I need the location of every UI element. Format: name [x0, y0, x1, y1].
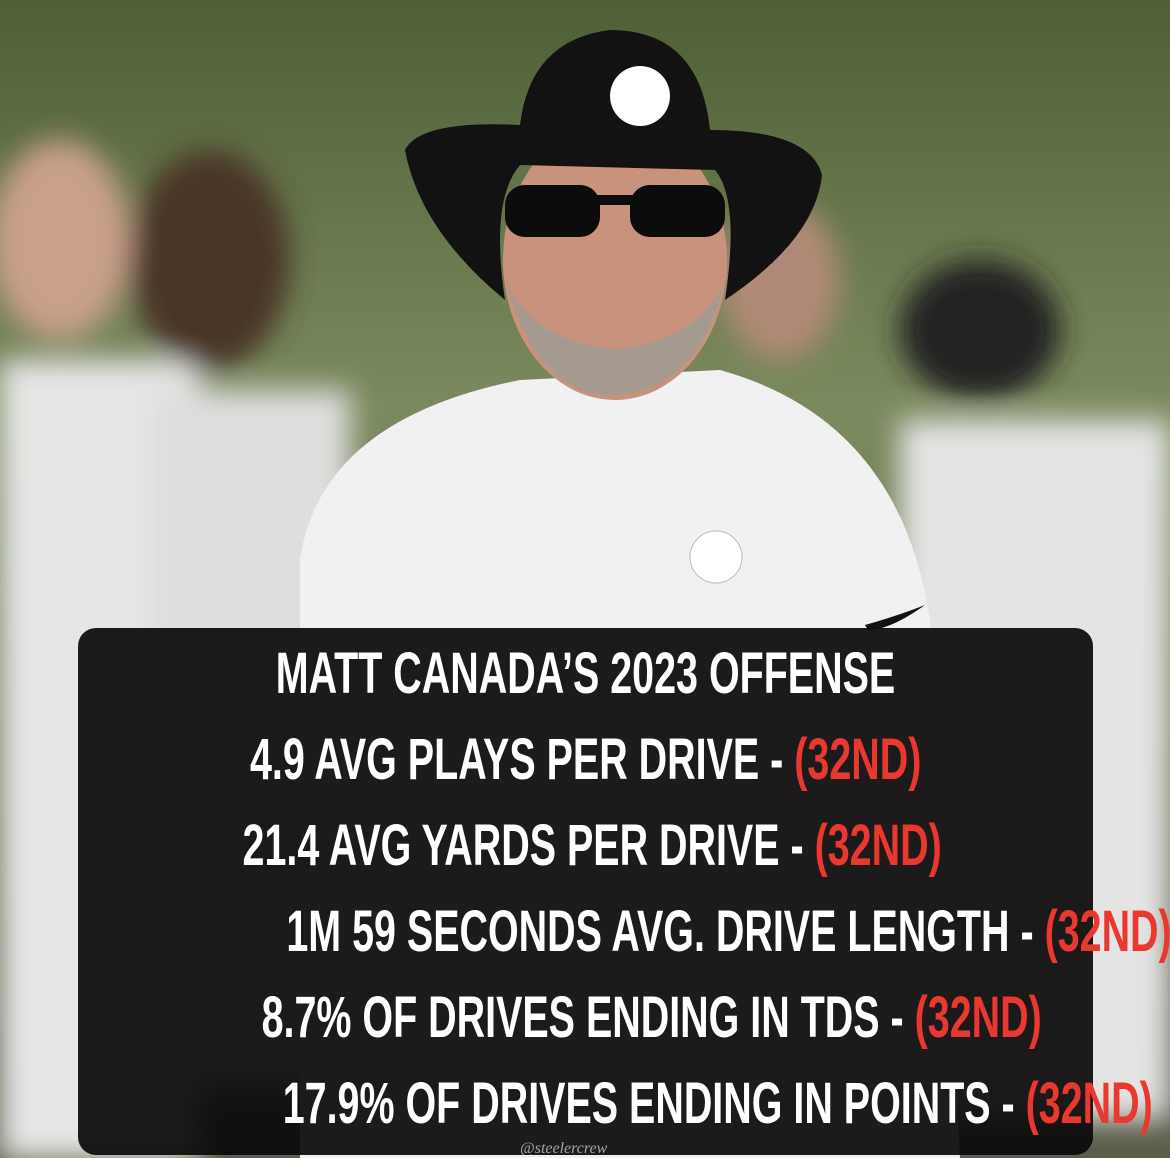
- title-line: MATT CANADA’S 2023 OFFENSE: [78, 640, 1093, 707]
- stats-panel: MATT CANADA’S 2023 OFFENSE 4.9 AVG PLAYS …: [78, 628, 1170, 1155]
- stat-text: 17.9% OF DRIVES ENDING IN POINTS -: [282, 1071, 1015, 1136]
- stat-text: 21.4 AVG YARDS PER DRIVE -: [242, 813, 804, 878]
- stat-content: 1M 59 SECONDS AVG. DRIVE LENGTH - (32ND): [286, 898, 1170, 965]
- stat-line: 8.7% OF DRIVES ENDING IN TDS - (32ND): [78, 984, 1093, 1051]
- title: MATT CANADA’S 2023 OFFENSE: [275, 641, 896, 706]
- stat-text: 8.7% OF DRIVES ENDING IN TDS -: [261, 985, 904, 1050]
- stat-content: 17.9% OF DRIVES ENDING IN POINTS - (32ND…: [283, 1070, 1153, 1137]
- stat-rank: (32ND): [1025, 1071, 1153, 1136]
- watermark: @steelercrew: [520, 1140, 608, 1157]
- stat-content: 4.9 AVG PLAYS PER DRIVE - (32ND): [250, 726, 921, 793]
- stat-rank: (32ND): [914, 985, 1042, 1050]
- stat-rank: (32ND): [814, 813, 942, 878]
- stat-text: 1M 59 SECONDS AVG. DRIVE LENGTH -: [286, 899, 1034, 964]
- stat-line: 1M 59 SECONDS AVG. DRIVE LENGTH - (32ND): [78, 898, 1170, 965]
- stat-content: 21.4 AVG YARDS PER DRIVE - (32ND): [243, 812, 942, 879]
- stat-text: 4.9 AVG PLAYS PER DRIVE -: [249, 727, 784, 792]
- stat-content: 8.7% OF DRIVES ENDING IN TDS - (32ND): [262, 984, 1042, 1051]
- stat-line: 4.9 AVG PLAYS PER DRIVE - (32ND): [78, 726, 1093, 793]
- stat-line: 17.9% OF DRIVES ENDING IN POINTS - (32ND…: [78, 1070, 1153, 1137]
- stat-line: 21.4 AVG YARDS PER DRIVE - (32ND): [78, 812, 1093, 879]
- stat-rank: (32ND): [1044, 899, 1170, 964]
- stat-rank: (32ND): [794, 727, 922, 792]
